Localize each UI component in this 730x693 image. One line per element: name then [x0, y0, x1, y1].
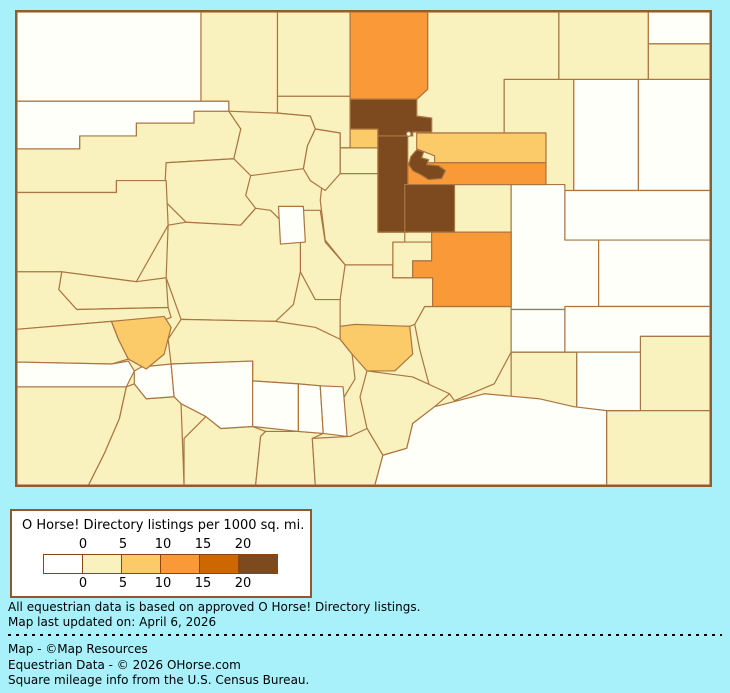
legend-tick-label: 10 — [154, 576, 172, 591]
legend-box: O Horse! Directory listings per 1000 sq.… — [10, 509, 312, 598]
county-bent — [576, 351, 641, 412]
county-baca — [606, 410, 710, 485]
county-prowers — [639, 335, 710, 412]
legend-tick-label: 0 — [78, 537, 88, 552]
county-custer — [339, 323, 414, 372]
county-washington — [573, 78, 640, 192]
county-sedgwick — [647, 12, 710, 45]
choropleth-svg — [17, 12, 710, 485]
footnote-line: All equestrian data is based on approved… — [8, 600, 421, 614]
legend-swatch-2 — [121, 554, 161, 574]
county-rio-blanco — [17, 100, 230, 150]
footnotes: All equestrian data is based on approved… — [8, 600, 420, 630]
county-cheyenne — [598, 239, 710, 308]
legend-color-ramp — [43, 554, 278, 574]
county-kit-carson — [564, 189, 710, 241]
legend-swatch-4 — [199, 554, 239, 574]
county-lake — [277, 205, 306, 245]
county-chaffee — [299, 209, 346, 301]
legend-tick-label: 20 — [234, 537, 252, 552]
credit-line: Square mileage info from the U.S. Census… — [8, 673, 310, 687]
county-routt — [200, 12, 279, 114]
county-mesa — [17, 179, 169, 283]
credit-line: Map - ©Map Resources — [8, 642, 148, 656]
legend-tick-label: 5 — [118, 537, 128, 552]
county-douglas — [404, 183, 456, 233]
credit-line: Equestrian Data - © 2026 OHorse.com — [8, 657, 241, 672]
county-gilpin — [349, 128, 379, 149]
county-boulder — [349, 98, 433, 137]
county-las-animas — [374, 393, 608, 485]
county-adams — [416, 132, 547, 164]
legend-swatch-1 — [82, 554, 122, 574]
colorado-county-map — [15, 10, 712, 487]
dashed-separator — [8, 634, 722, 636]
legend-swatch-5 — [238, 554, 278, 574]
county-clear-creek — [339, 147, 379, 175]
county-san-miguel — [17, 320, 129, 365]
legend-tick-label: 20 — [234, 576, 252, 591]
county-larimer — [349, 12, 429, 100]
legend-tick-label: 10 — [154, 537, 172, 552]
county-yuma — [637, 78, 710, 192]
county-crowley — [510, 308, 566, 353]
legend-tick-label: 15 — [194, 537, 212, 552]
county-ouray — [110, 315, 172, 370]
county-el-paso — [412, 231, 512, 308]
county-moffat — [17, 12, 202, 102]
county-gunnison — [165, 207, 301, 322]
legend-ticks-top: 0 5 10 15 20 — [12, 537, 310, 552]
county-elbert — [453, 183, 512, 233]
county-hinsdale — [170, 360, 254, 430]
county-dolores — [17, 360, 135, 388]
legend-tick-label: 5 — [118, 576, 128, 591]
legend-swatch-0 — [43, 554, 83, 574]
legend-ticks-bottom: 0 5 10 15 20 — [12, 576, 310, 591]
legend-tick-label: 15 — [194, 576, 212, 591]
county-logan — [558, 12, 649, 81]
legend-title: O Horse! Directory listings per 1000 sq.… — [22, 518, 305, 533]
county-jackson — [276, 12, 351, 97]
county-jefferson — [377, 135, 409, 233]
legend-swatch-3 — [160, 554, 200, 574]
county-denver — [408, 149, 447, 181]
county-phillips — [647, 43, 710, 81]
credits: Map - ©Map Resources Equestrian Data - © … — [8, 642, 309, 689]
legend-tick-label: 0 — [78, 576, 88, 591]
county-rio-grande — [297, 383, 324, 435]
county-broomfield — [405, 131, 412, 137]
county-mineral — [252, 380, 299, 433]
county-alamosa — [319, 385, 348, 438]
footnote-line: Map last updated on: April 6, 2026 — [8, 615, 217, 629]
